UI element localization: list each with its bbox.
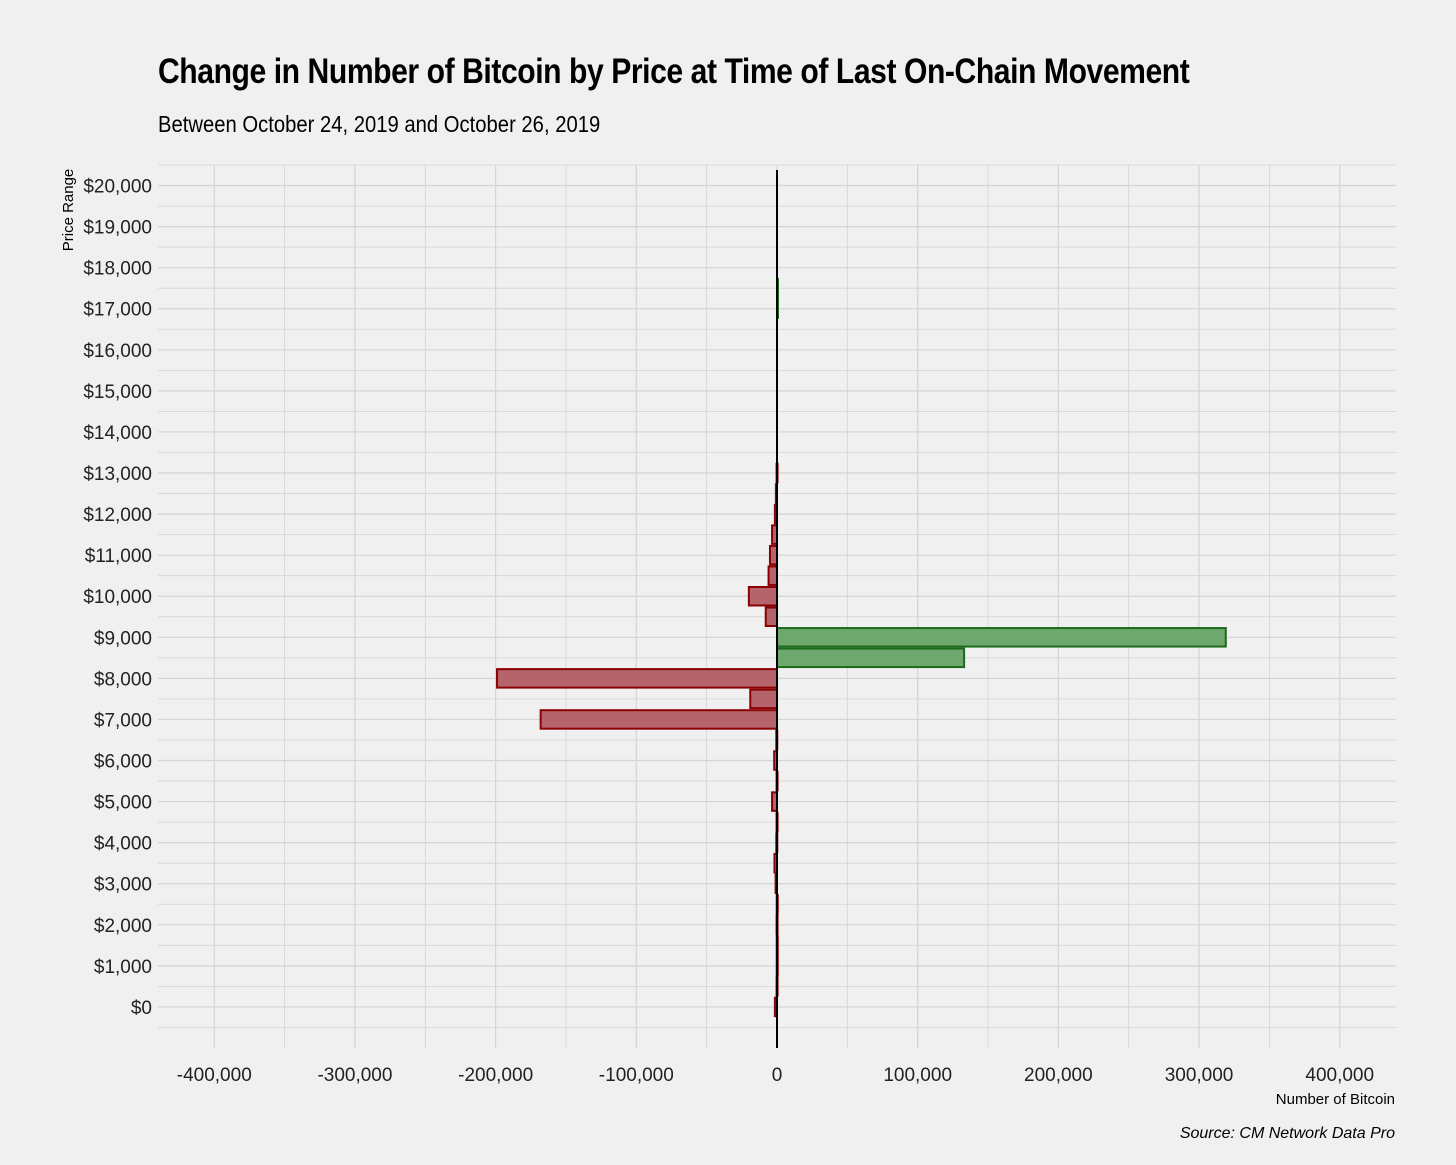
bar-negative <box>496 668 778 689</box>
chart-title: Change in Number of Bitcoin by Price at … <box>158 52 1190 91</box>
x-tick-label: -400,000 <box>177 1065 252 1086</box>
y-tick-label: $13,000 <box>83 464 152 485</box>
bar-negative <box>747 585 779 607</box>
y-tick-label: $15,000 <box>83 382 152 403</box>
chart-source-caption: Source: CM Network Data Pro <box>1179 1125 1395 1142</box>
y-tick-label: $14,000 <box>83 423 152 444</box>
x-tick-label: -300,000 <box>317 1065 392 1086</box>
y-tick-label: $17,000 <box>83 300 152 321</box>
chart-subtitle: Between October 24, 2019 and October 26,… <box>158 111 601 137</box>
y-tick-label: $19,000 <box>83 218 152 239</box>
x-axis-label: Number of Bitcoin <box>1276 1091 1395 1108</box>
y-tick-labels: $0 $1,000 $2,000 $3,000 $4,000 $5,000 $6,000 $7… <box>83 177 152 1019</box>
x-tick-label: 400,000 <box>1305 1065 1374 1086</box>
y-tick-label: $5,000 <box>94 793 152 814</box>
bars-layer <box>496 277 1227 1018</box>
x-tick-labels: -400,000 -300,000 -200,000 -100,000 0 100,000… <box>177 1065 1374 1086</box>
y-tick-label: $10,000 <box>83 587 152 608</box>
bar-positive <box>776 627 1227 648</box>
y-tick-label: $3,000 <box>94 875 152 896</box>
x-tick-label: 0 <box>772 1065 783 1086</box>
y-tick-label: $16,000 <box>83 341 152 362</box>
bar-negative <box>764 606 779 628</box>
y-tick-label: $4,000 <box>94 834 152 855</box>
x-tick-label: 100,000 <box>883 1065 952 1086</box>
x-tick-label: 200,000 <box>1024 1065 1093 1086</box>
y-tick-label: $11,000 <box>85 546 152 567</box>
y-tick-label: $0 <box>131 998 152 1019</box>
bar-positive <box>776 647 966 669</box>
y-tick-label: $18,000 <box>83 259 152 280</box>
bar-negative <box>539 709 778 730</box>
y-tick-label: $6,000 <box>94 752 152 773</box>
y-tick-label: $8,000 <box>94 669 152 690</box>
y-tick-label: $2,000 <box>94 916 152 937</box>
y-axis-label: Price Range <box>60 169 77 252</box>
bar-negative <box>768 544 778 566</box>
y-tick-label: $7,000 <box>94 710 152 731</box>
bar-negative <box>767 565 778 586</box>
y-tick-label: $1,000 <box>94 957 152 978</box>
y-tick-label: $20,000 <box>83 177 152 198</box>
bar-negative <box>749 688 778 710</box>
x-tick-label: -100,000 <box>599 1065 674 1086</box>
y-tick-label: $9,000 <box>94 628 152 649</box>
y-tick-label: $12,000 <box>83 505 152 526</box>
x-tick-label: 300,000 <box>1165 1065 1234 1086</box>
x-tick-label: -200,000 <box>458 1065 533 1086</box>
